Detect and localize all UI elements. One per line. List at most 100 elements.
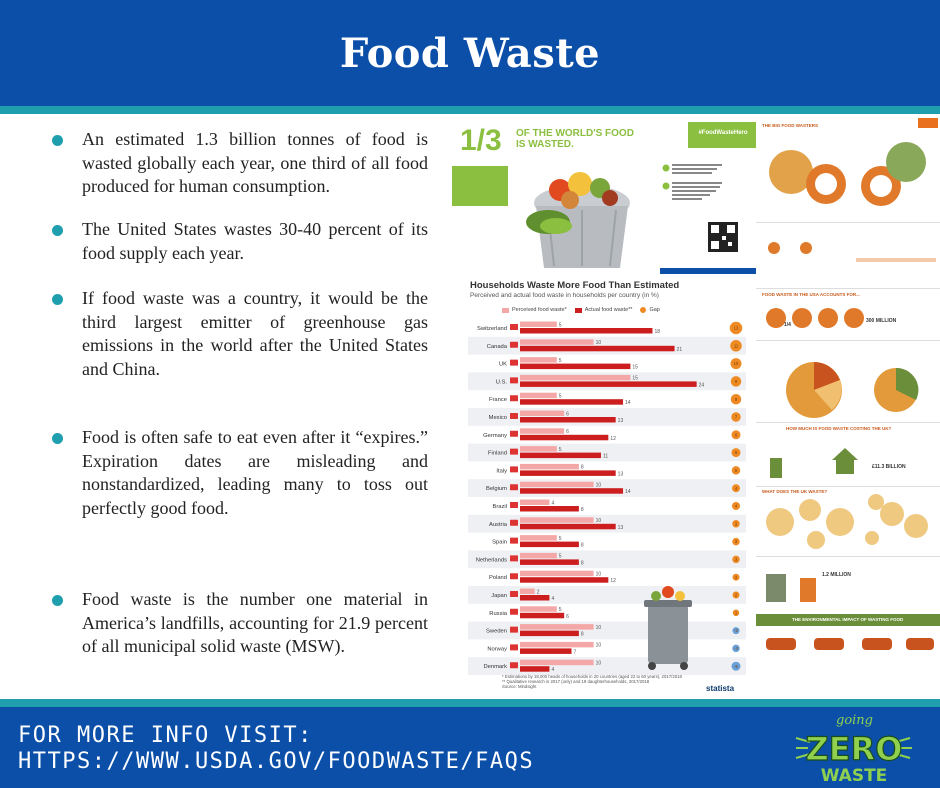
gap-value-label: 9 (735, 397, 738, 402)
perceived-value-label: 2 (537, 589, 540, 595)
actual-value-label: 6 (566, 614, 569, 620)
row-band (468, 621, 746, 640)
gap-bubble (732, 502, 740, 510)
fact-item: An estimated 1.3 billion tonnes of food … (48, 128, 428, 199)
flag-icon (510, 359, 518, 366)
gap-value-label: -6 (734, 664, 738, 669)
gap-bubble (732, 573, 740, 581)
bullet-dot-icon (52, 595, 63, 606)
row-band (468, 586, 746, 604)
category-label: Austria (489, 522, 508, 528)
actual-bar (520, 577, 609, 583)
gap-bubble (732, 609, 740, 617)
bullet-dot-icon (52, 294, 63, 305)
gap-value-label: 2 (735, 575, 738, 580)
perceived-value-label: 10 (596, 572, 602, 578)
footer-link[interactable]: HTTPS://WWW.USDA.GOV/FOODWASTE/FAQS (18, 749, 535, 774)
trash-lid (644, 600, 692, 607)
logo-zero: ZERO (806, 730, 903, 768)
category-label: UK (499, 362, 507, 368)
flag-icon (510, 430, 518, 437)
gap-bubble (729, 321, 743, 335)
row-band (468, 657, 746, 675)
source-text: Source: Mindsight (502, 684, 537, 689)
bullet-dot-icon (52, 135, 63, 146)
gap-value-label: -2 (734, 628, 738, 633)
chart-title: Households Waste More Food Than Estimate… (470, 280, 680, 291)
perceived-bar (520, 588, 535, 594)
row-band (468, 408, 746, 426)
actual-value-label: 15 (632, 365, 638, 371)
category-label: Mexico (489, 415, 507, 421)
perceived-value-label: 5 (559, 607, 562, 613)
fact-item: Food waste is the number one material in… (48, 588, 428, 659)
actual-value-label: 13 (618, 418, 624, 424)
fact-text: An estimated 1.3 billion tonnes of food … (82, 129, 428, 196)
gap-bubble (731, 430, 741, 440)
flag-icon (510, 626, 518, 633)
gap-bubble (732, 555, 740, 564)
gap-value-label: 3 (735, 557, 738, 562)
actual-bar (520, 612, 565, 619)
gap-value-label: 13 (734, 326, 739, 331)
gap-bubble (732, 484, 740, 493)
gap-bubble (732, 520, 740, 528)
category-label: Brazil (493, 504, 508, 510)
legend-label: Perceived food waste* (512, 307, 567, 313)
wasters-graphics (756, 118, 940, 650)
actual-bar (520, 363, 631, 370)
perceived-value-label: 6 (566, 411, 569, 417)
bullet-dot-icon (52, 225, 63, 236)
perceived-bar (520, 446, 557, 452)
statista-logo: statista (706, 684, 735, 693)
actual-bar (520, 381, 697, 387)
perceived-bar (520, 570, 594, 577)
section-heading: THE ENVIRONMENTAL IMPACT OF WASTING FOOD (792, 617, 904, 622)
gap-bubble (730, 376, 742, 387)
page-title: Food Waste (339, 30, 601, 77)
perceived-value-label: 5 (559, 554, 562, 560)
category-label: Belgium (486, 486, 507, 492)
legend-swatch (502, 307, 509, 313)
gap-value-label: 7 (735, 415, 738, 420)
gap-value-label: 6 (735, 432, 738, 437)
hashtag-badge: #FoodWasteHero (688, 122, 756, 148)
perceived-value-label: 10 (596, 340, 602, 346)
actual-bar (520, 417, 616, 423)
trash-bin-icon (648, 604, 688, 664)
category-label: France (489, 397, 507, 403)
actual-bar (520, 452, 601, 459)
gap-value-label: 9 (735, 379, 738, 384)
gap-bubble (731, 448, 741, 458)
actual-value-label: 7 (574, 649, 577, 655)
section-heading: WHAT DOES THE UK WASTE? (762, 489, 828, 494)
actual-bar (520, 506, 579, 512)
perceived-bar (520, 339, 594, 345)
actual-bar (520, 648, 572, 654)
perceived-bar (520, 410, 565, 416)
fact-text: If food waste was a country, it would be… (82, 288, 428, 379)
perceived-bar (520, 374, 631, 381)
fact-item: The United States wastes 30-40 percent o… (48, 218, 428, 265)
section-heading: FOOD WASTE IN THE USA ACCOUNTS FOR... (762, 292, 860, 297)
gap-value-label: 4 (735, 504, 738, 509)
food-waste-chart: Households Waste More Food Than Estimate… (452, 274, 756, 700)
flag-icon (510, 466, 518, 473)
perceived-value-label: 5 (559, 322, 562, 328)
flag-icon (510, 484, 518, 491)
actual-value-label: 18 (654, 329, 660, 335)
gap-bubble (732, 644, 740, 653)
actual-value-label: 13 (618, 525, 624, 531)
fact-text: Food is often safe to eat even after it … (82, 427, 428, 518)
actual-value-label: 14 (625, 489, 631, 495)
gap-bubble (730, 358, 742, 370)
gap-bubble (732, 537, 740, 546)
actual-bar (520, 399, 624, 405)
category-label: Russia (489, 611, 507, 617)
flag-icon (510, 555, 518, 562)
gap-value-label: 5 (735, 468, 738, 473)
perceived-value-label: 5 (559, 447, 562, 453)
perceived-bar (520, 321, 557, 327)
stat-million: 300 MILLION (866, 318, 897, 324)
gap-bubble (731, 412, 741, 422)
